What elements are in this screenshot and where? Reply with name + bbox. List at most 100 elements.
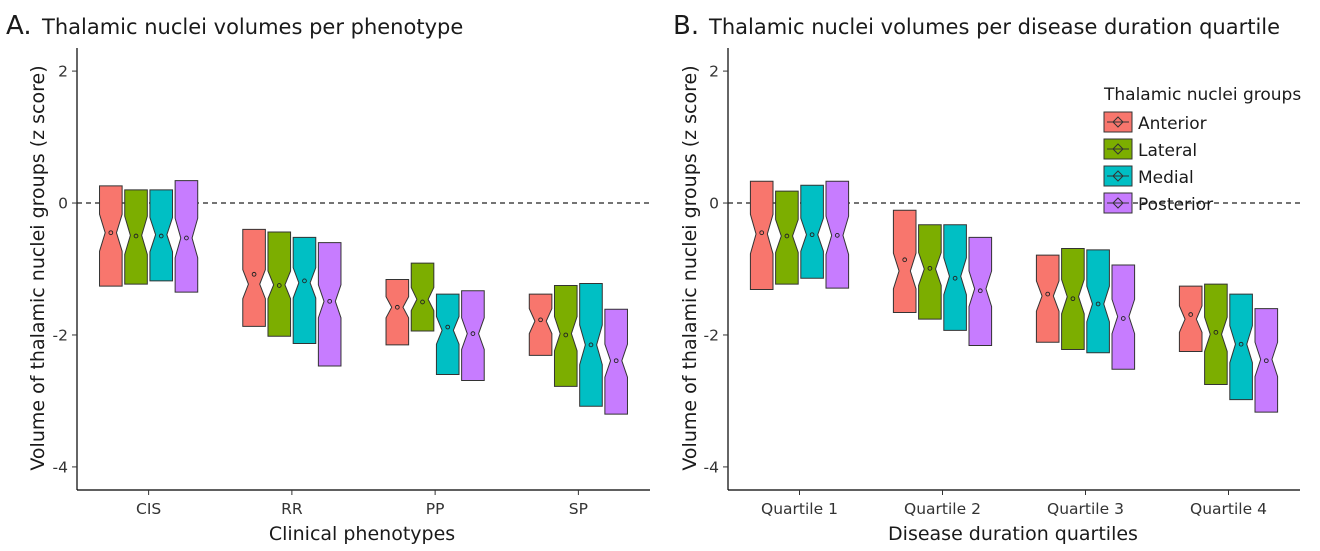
panel-b-mean-point-quartile-1-posterior: [834, 233, 840, 238]
panel-b-x-axis-title: Disease duration quartiles: [888, 523, 1138, 545]
panel-b-x-tick-label-quartile-2: Quartile 2: [904, 500, 981, 518]
panel-a-mean-point-cis-anterior: [108, 230, 114, 236]
panel-b-plot-area: 2 0 -2 -4 Quartile 1 Quartile 2 Quartile 3 Quar…: [704, 48, 1300, 518]
legend-key-marker: [1112, 143, 1124, 155]
legend-entry-posterior: Posterior: [1103, 192, 1213, 215]
panel-b-mean-point-quartile-3-lateral: [1070, 296, 1076, 302]
panel-a-box-rr-lateral: [267, 231, 292, 337]
panel-a-y-tick-label: -2: [53, 326, 68, 344]
panel-a-box-pp-lateral: [410, 262, 435, 332]
panel-a-mean-point-pp-anterior: [394, 304, 400, 310]
panel-b-box-quartile-1-posterior: [825, 180, 850, 289]
panel-b-box-quartile-1-anterior: [749, 180, 774, 290]
legend-label-posterior: Posterior: [1138, 195, 1213, 215]
panel-b: B. Thalamic nuclei volumes per disease d…: [673, 11, 1301, 545]
panel-b-mean-point-quartile-3-medial: [1095, 301, 1101, 307]
panel-b-title: Thalamic nuclei volumes per disease dura…: [708, 15, 1280, 39]
legend: Thalamic nuclei groups Anterior Lateral …: [1103, 85, 1301, 215]
legend-entry-anterior: Anterior: [1103, 111, 1207, 134]
panel-a-mean-point-sp-medial: [588, 342, 594, 348]
panel-a-y-tick-label: -4: [53, 458, 68, 476]
panel-a-mean-point-cis-posterior: [184, 235, 189, 241]
panel-a-x-tick-label-cis: CIS: [136, 500, 161, 518]
panel-b-mean-point-quartile-2-posterior: [977, 288, 983, 294]
panel-a-mean-point-sp-posterior: [613, 358, 619, 364]
panel-a-x-axis-title: Clinical phenotypes: [269, 523, 455, 545]
panel-b-mean-point-quartile-3-posterior: [1120, 316, 1126, 321]
panel-b-box-quartile-2-lateral: [918, 224, 942, 320]
legend-entry-lateral: Lateral: [1103, 138, 1197, 161]
panel-a-box-cis-anterior: [99, 185, 123, 287]
panel-b-box-quartile-4-anterior: [1178, 285, 1203, 352]
panel-a-x-tick-label-sp: SP: [569, 500, 588, 518]
panel-a-mean-point-cis-lateral: [133, 233, 139, 239]
panel-a: A. Thalamic nuclei volumes per phenotype…: [6, 11, 650, 545]
panel-a-box-sp-posterior: [604, 308, 628, 415]
panel-b-box-quartile-2-posterior: [968, 236, 993, 347]
panel-b-box-quartile-3-medial: [1086, 249, 1110, 354]
panel-b-box-quartile-4-posterior: [1254, 308, 1279, 413]
panel-a-box-rr-medial: [292, 236, 317, 345]
panel-b-mean-point-quartile-1-medial: [809, 232, 815, 238]
panel-a-x-tick-label-rr: RR: [281, 500, 303, 518]
legend-key-marker: [1112, 170, 1124, 182]
panel-b-box-quartile-3-posterior: [1111, 264, 1136, 370]
panel-b-box-quartile-4-medial: [1229, 293, 1253, 401]
legend-label-medial: Medial: [1138, 168, 1194, 188]
panel-b-y-axis-title: Volume of thalamic nuclei groups (z scor…: [679, 65, 701, 470]
panel-b-box-quartile-1-medial: [800, 184, 824, 279]
panel-a-mean-point-rr-medial: [302, 278, 307, 284]
panel-a-box-sp-anterior: [528, 293, 553, 356]
panel-b-box-quartile-3-anterior: [1035, 254, 1060, 343]
panel-a-box-sp-medial: [579, 283, 603, 407]
panel-a-box-cis-lateral: [124, 189, 148, 285]
panel-b-mean-point-quartile-1-lateral: [784, 233, 790, 239]
panel-a-mean-point-pp-lateral: [420, 299, 425, 305]
legend-entry-medial: Medial: [1103, 165, 1194, 188]
panel-b-mean-point-quartile-4-medial: [1238, 341, 1244, 347]
panel-a-box-pp-medial: [435, 293, 460, 376]
legend-label-anterior: Anterior: [1138, 114, 1207, 134]
panel-a-y-tick-label: 2: [58, 63, 68, 81]
panel-b-y-tick-label: -2: [704, 326, 719, 344]
panel-b-box-quartile-3-lateral: [1061, 248, 1085, 350]
panel-b-y-tick-label: 0: [709, 195, 719, 213]
panel-b-y-tick-label: -4: [704, 458, 719, 476]
panel-a-box-rr-anterior: [242, 228, 266, 327]
panel-b-box-quartile-2-medial: [943, 224, 967, 331]
legend-key-marker: [1112, 116, 1124, 128]
panel-b-mean-point-quartile-2-lateral: [927, 265, 933, 271]
legend-key-marker: [1112, 197, 1124, 209]
panel-a-mean-point-sp-lateral: [563, 332, 569, 338]
panel-b-letter: B.: [673, 11, 699, 41]
panel-b-mean-point-quartile-4-posterior: [1263, 358, 1269, 364]
panel-a-mean-point-rr-lateral: [276, 283, 282, 288]
panel-a-mean-point-pp-posterior: [470, 331, 476, 337]
panel-b-mean-point-quartile-4-anterior: [1188, 312, 1194, 317]
legend-label-lateral: Lateral: [1138, 141, 1197, 161]
panel-a-letter: A.: [6, 11, 32, 41]
panel-a-mean-point-sp-anterior: [538, 317, 543, 323]
panel-b-mean-point-quartile-2-medial: [952, 275, 958, 281]
panel-b-x-tick-label-quartile-3: Quartile 3: [1047, 500, 1124, 518]
panel-a-mean-point-cis-medial: [158, 233, 164, 239]
panel-a-y-tick-label: 0: [58, 195, 68, 213]
panel-a-box-pp-anterior: [385, 279, 410, 346]
panel-a-x-tick-label-pp: PP: [426, 500, 445, 518]
panel-b-mean-point-quartile-2-anterior: [902, 257, 908, 263]
panel-a-y-axis-title: Volume of thalamic nuclei groups (z scor…: [27, 65, 49, 470]
panel-a-title: Thalamic nuclei volumes per phenotype: [41, 15, 463, 39]
panel-a-mean-point-pp-medial: [445, 324, 451, 330]
panel-b-x-tick-label-quartile-1: Quartile 1: [761, 500, 838, 518]
panel-a-plot-area: 2 0 -2 -4 CIS RR PP SP: [53, 48, 650, 518]
panel-a-box-cis-medial: [149, 189, 174, 282]
panel-b-x-tick-label-quartile-4: Quartile 4: [1190, 500, 1267, 518]
panel-a-mean-point-rr-anterior: [251, 271, 257, 277]
panel-b-mean-point-quartile-3-anterior: [1045, 291, 1051, 297]
panel-a-mean-point-rr-posterior: [327, 298, 333, 304]
panel-b-mean-point-quartile-4-lateral: [1213, 329, 1219, 335]
panel-b-y-tick-label: 2: [709, 63, 719, 81]
panel-a-box-rr-posterior: [317, 242, 342, 367]
panel-a-box-sp-lateral: [553, 284, 578, 387]
